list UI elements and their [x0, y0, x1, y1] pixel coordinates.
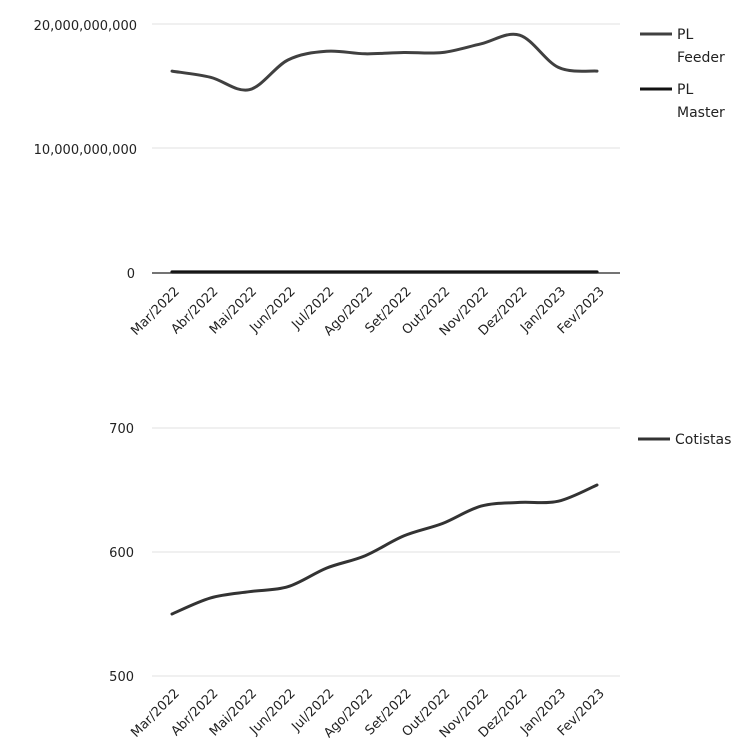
y-tick-label: 0 [127, 267, 135, 282]
legend-label-pl-feeder-line2: Feeder [677, 50, 725, 66]
data-point [480, 43, 482, 45]
legend-label-pl-feeder-line1: PL [677, 27, 693, 43]
pl-chart-y-axis: 20,000,000,000 10,000,000,000 0 [34, 19, 137, 282]
y-tick-label: 600 [109, 546, 134, 561]
data-point [518, 501, 521, 504]
legend-label-pl-feeder: PL Feeder [677, 27, 725, 66]
y-tick-label: 10,000,000,000 [34, 143, 137, 158]
cotistas-chart-legend: Cotistas [638, 432, 731, 448]
cotistas-chart-series [170, 483, 599, 616]
legend-label-pl-master-line2: Master [677, 105, 725, 121]
pl-chart-series [170, 32, 599, 274]
data-point [209, 597, 212, 599]
legend-label-pl-master: PL Master [677, 82, 725, 121]
y-tick-label: 20,000,000,000 [34, 19, 137, 34]
data-point [557, 500, 560, 503]
data-point [441, 522, 444, 525]
pl-chart: 20,000,000,000 10,000,000,000 0 Mar/2022… [34, 19, 725, 339]
data-point [364, 53, 367, 55]
pl-chart-x-axis: Mar/2022Abr/2022Mai/2022Jun/2022Jul/2022… [128, 284, 607, 339]
data-point [403, 51, 405, 54]
y-tick-label: 500 [109, 670, 134, 685]
y-tick-label: 700 [109, 422, 134, 437]
data-point [287, 585, 289, 588]
pl-chart-gridlines [152, 23, 620, 149]
cotistas-chart: 700 600 500 Mar/2022Abr/2022Mai/2022Jun/… [109, 422, 731, 741]
cotistas-chart-y-axis: 700 600 500 [109, 422, 134, 685]
cotistas-chart-gridlines [152, 427, 620, 677]
data-point [287, 59, 289, 61]
legend-label-cotistas: Cotistas [675, 432, 731, 448]
data-point [557, 66, 560, 69]
data-point [325, 50, 328, 53]
data-point [441, 51, 444, 54]
data-point [403, 535, 405, 537]
series-line-pl-feeder [170, 32, 599, 92]
data-point [364, 554, 367, 557]
data-point [209, 76, 212, 79]
pl-chart-legend: PL Feeder PL Master [640, 27, 725, 121]
data-point [480, 505, 482, 507]
legend-label-pl-master-line1: PL [677, 82, 693, 98]
data-point [171, 70, 173, 72]
data-point [248, 88, 251, 91]
data-point [171, 613, 173, 615]
cotistas-chart-x-axis: Mar/2022Abr/2022Mai/2022Jun/2022Jul/2022… [128, 686, 607, 741]
data-point [596, 70, 598, 72]
data-point [596, 484, 598, 486]
series-line-cotistas [170, 483, 599, 616]
data-point [325, 567, 328, 569]
data-point [518, 34, 521, 36]
data-point [248, 590, 251, 593]
